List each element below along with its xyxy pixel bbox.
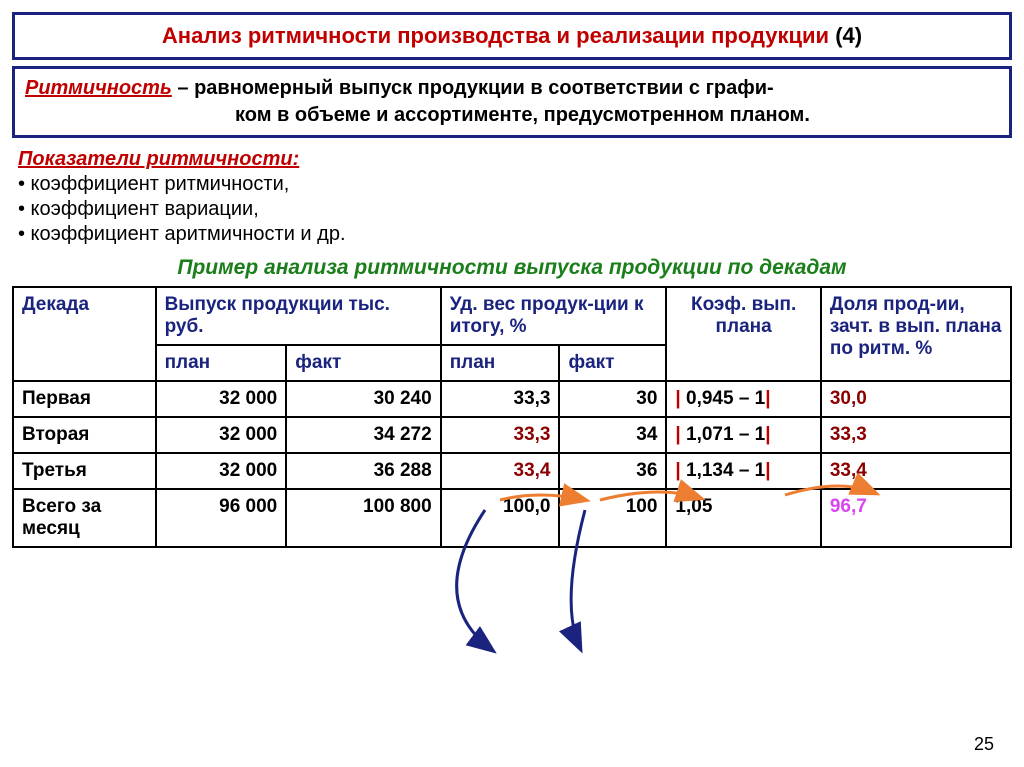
cell-w-plan: 33,3 (441, 417, 560, 453)
cell-w-fact: 100 (559, 489, 666, 547)
definition-box: Ритмичность – равномерный выпуск продукц… (12, 66, 1012, 138)
table-row: Первая32 00030 24033,330| 0,945 – 1|30,0 (13, 381, 1011, 417)
cell-out-fact: 34 272 (286, 417, 440, 453)
cell-decade: Всего за месяц (13, 489, 156, 547)
table-header-row: Декада Выпуск продукции тыс. руб. Уд. ве… (13, 287, 1011, 345)
cell-share: 33,4 (821, 453, 1011, 489)
indicator-item: • коэффициент аритмичности и др. (18, 223, 1012, 246)
cell-decade: Первая (13, 381, 156, 417)
th-decade: Декада (13, 287, 156, 381)
cell-coef: 1,05 (666, 489, 820, 547)
cell-decade: Третья (13, 453, 156, 489)
title-box: Анализ ритмичности производства и реализ… (12, 12, 1012, 60)
cell-w-plan: 33,4 (441, 453, 560, 489)
cell-w-fact: 34 (559, 417, 666, 453)
data-table: Декада Выпуск продукции тыс. руб. Уд. ве… (12, 286, 1012, 548)
title-red: Анализ ритмичности производства и реализ… (162, 23, 829, 48)
table-row: Третья32 00036 28833,436| 1,134 – 1|33,4 (13, 453, 1011, 489)
cell-coef: | 1,134 – 1| (666, 453, 820, 489)
th-coef: Коэф. вып. плана (666, 287, 820, 381)
example-title: Пример анализа ритмичности выпуска проду… (12, 256, 1012, 280)
cell-share: 33,3 (821, 417, 1011, 453)
title-suffix: (4) (829, 23, 862, 48)
definition-line2: ком в объеме и ассортименте, предусмотре… (25, 102, 999, 129)
th-plan-1: план (156, 345, 287, 381)
indicators-block: Показатели ритмичности: • коэффициент ри… (12, 148, 1012, 246)
cell-share: 30,0 (821, 381, 1011, 417)
cell-w-plan: 33,3 (441, 381, 560, 417)
definition-line1: – равномерный выпуск продукции в соответ… (172, 77, 774, 99)
indicator-item: • коэффициент вариации, (18, 198, 1012, 221)
cell-w-fact: 30 (559, 381, 666, 417)
th-fact-1: факт (286, 345, 440, 381)
cell-w-plan: 100,0 (441, 489, 560, 547)
indicator-item: • коэффициент ритмичности, (18, 173, 1012, 196)
cell-w-fact: 36 (559, 453, 666, 489)
th-weight: Уд. вес продук-ции к итогу, % (441, 287, 667, 345)
th-plan-2: план (441, 345, 560, 381)
cell-out-fact: 36 288 (286, 453, 440, 489)
cell-out-plan: 32 000 (156, 417, 287, 453)
page-number: 25 (974, 734, 994, 755)
table-row: Всего за месяц96 000100 800100,01001,059… (13, 489, 1011, 547)
cell-out-fact: 30 240 (286, 381, 440, 417)
cell-out-plan: 32 000 (156, 381, 287, 417)
cell-coef: | 0,945 – 1| (666, 381, 820, 417)
cell-decade: Вторая (13, 417, 156, 453)
indicators-title: Показатели ритмичности: (18, 148, 1012, 171)
cell-out-plan: 96 000 (156, 489, 287, 547)
table-row: Вторая32 00034 27233,334| 1,071 – 1|33,3 (13, 417, 1011, 453)
cell-share: 96,7 (821, 489, 1011, 547)
cell-coef: | 1,071 – 1| (666, 417, 820, 453)
th-fact-2: факт (559, 345, 666, 381)
cell-out-fact: 100 800 (286, 489, 440, 547)
cell-out-plan: 32 000 (156, 453, 287, 489)
th-share: Доля прод-ии, зачт. в вып. плана по ритм… (821, 287, 1011, 381)
definition-term: Ритмичность (25, 77, 172, 99)
th-output: Выпуск продукции тыс. руб. (156, 287, 441, 345)
